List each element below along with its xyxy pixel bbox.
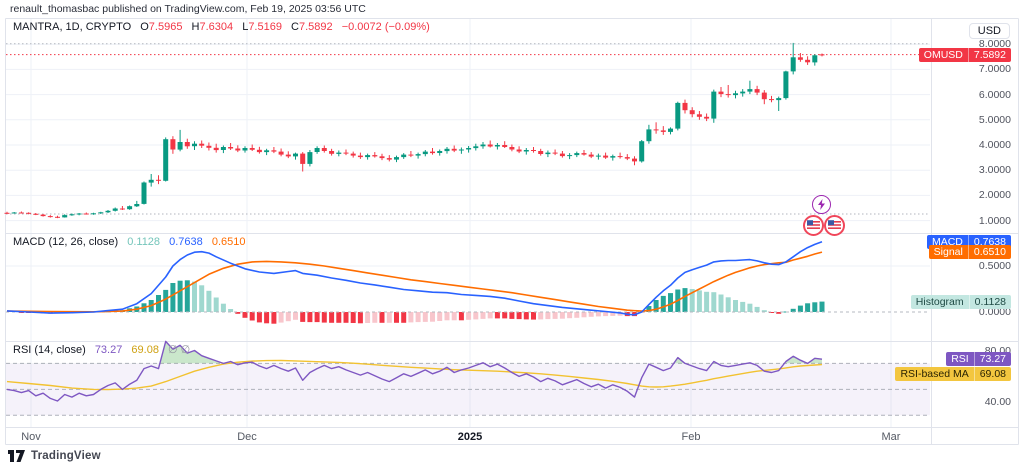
tradingview-logo-text: TradingView bbox=[31, 450, 101, 462]
tradingview-logo[interactable]: TradingView bbox=[8, 450, 101, 462]
time-axis-label: Mar bbox=[881, 431, 901, 443]
histogram-tag-value: 0.1128 bbox=[968, 294, 1011, 309]
close-value: 7.5892 bbox=[298, 21, 333, 33]
symbol-title[interactable]: MANTRA, 1D, CRYPTO bbox=[13, 21, 132, 33]
axis-tick-label: 8.0000 bbox=[978, 38, 1011, 51]
time-axis-label: Dec bbox=[237, 431, 257, 443]
high-label: H bbox=[191, 21, 200, 33]
us-flag-icon bbox=[828, 219, 841, 232]
macd-hist-value: 0.1128 bbox=[127, 236, 161, 248]
rsi-ma-value: 69.08 bbox=[131, 344, 159, 356]
rsi-value: 73.27 bbox=[94, 344, 123, 356]
us-flag-icon bbox=[807, 219, 820, 232]
axis-tick-label: 7.0000 bbox=[978, 63, 1011, 76]
macd-line-value: 0.7638 bbox=[169, 236, 203, 248]
macd-tag-label: MACD bbox=[931, 235, 963, 248]
axis-tick-label: 6.0000 bbox=[978, 88, 1011, 101]
rsi-ma-tag-value: 69.08 bbox=[973, 367, 1011, 381]
price-tag-omusd-value: 7.5892 bbox=[967, 47, 1011, 62]
attribution-text: renault_thomasbac published on TradingVi… bbox=[10, 3, 366, 15]
axis-tick-label: 3.0000 bbox=[978, 164, 1011, 177]
time-axis-label: 2025 bbox=[457, 431, 483, 443]
economic-event-us-flag-icon[interactable] bbox=[803, 215, 824, 236]
rsi-tag-value: 73.27 bbox=[973, 352, 1011, 366]
price-tag-omusd: OMUSD 7.5892 bbox=[918, 47, 1011, 62]
axis-tick-label: 40.00 bbox=[984, 396, 1011, 409]
low-label: L bbox=[242, 21, 249, 33]
axis-tick-label: 1.0000 bbox=[978, 214, 1011, 227]
signal-tag-label: Signal bbox=[933, 246, 963, 259]
rsi-ma-tag: RSI-based MA 69.08 bbox=[895, 367, 1011, 381]
axis-tick-label: 4.0000 bbox=[978, 139, 1011, 151]
histogram-tag: Histogram 0.1128 bbox=[910, 294, 1011, 309]
open-label: O bbox=[140, 21, 149, 33]
signal-tag: Signal 0.6510 bbox=[928, 245, 1011, 260]
rsi-ma-tag-label: RSI-based MA bbox=[900, 368, 969, 380]
axis-tick-label: 0.0000 bbox=[978, 306, 1011, 318]
price-tag-omusd-label: OMUSD bbox=[923, 48, 963, 61]
rsi-tag-label: RSI bbox=[951, 353, 969, 365]
rsi-tag: RSI 73.27 bbox=[946, 352, 1011, 366]
axis-tick-label: 0.5000 bbox=[978, 260, 1011, 272]
price-scale-currency[interactable]: USD bbox=[968, 23, 1010, 39]
tradingview-logo-icon bbox=[8, 450, 25, 462]
crypto-event-lightning-icon[interactable] bbox=[812, 195, 831, 214]
macd-tag-value: 0.7638 bbox=[967, 234, 1011, 249]
macd-title[interactable]: MACD (12, 26, close) bbox=[13, 236, 119, 248]
lightning-bolt-icon bbox=[818, 199, 825, 210]
close-label: C bbox=[291, 21, 299, 33]
economic-event-us-flag-icon[interactable] bbox=[824, 215, 845, 236]
signal-tag-value: 0.6510 bbox=[967, 245, 1011, 260]
rsi-hidden-plots: ∅ ∅ bbox=[168, 344, 191, 356]
histogram-tag-label: Histogram bbox=[915, 295, 964, 308]
change-value: −0.0072 (−0.09%) bbox=[341, 21, 430, 33]
symbol-legend[interactable]: MANTRA, 1D, CRYPTO O7.5965 H7.6304 L7.51… bbox=[13, 21, 436, 33]
time-axis-label: Nov bbox=[21, 431, 41, 443]
axis-tick-label: 2.0000 bbox=[978, 189, 1011, 202]
time-axis-label: Feb bbox=[681, 431, 701, 443]
low-value: 7.5169 bbox=[248, 21, 282, 33]
high-value: 7.6304 bbox=[199, 21, 234, 33]
rsi-legend[interactable]: RSI (14, close) 73.27 69.08 ∅ ∅ bbox=[13, 343, 196, 356]
macd-legend[interactable]: MACD (12, 26, close) 0.1128 0.7638 0.651… bbox=[13, 236, 251, 248]
open-value: 7.5965 bbox=[148, 21, 183, 33]
rsi-title[interactable]: RSI (14, close) bbox=[13, 344, 86, 356]
axis-tick-label: 5.0000 bbox=[978, 113, 1011, 126]
macd-signal-value: 0.6510 bbox=[211, 236, 246, 248]
